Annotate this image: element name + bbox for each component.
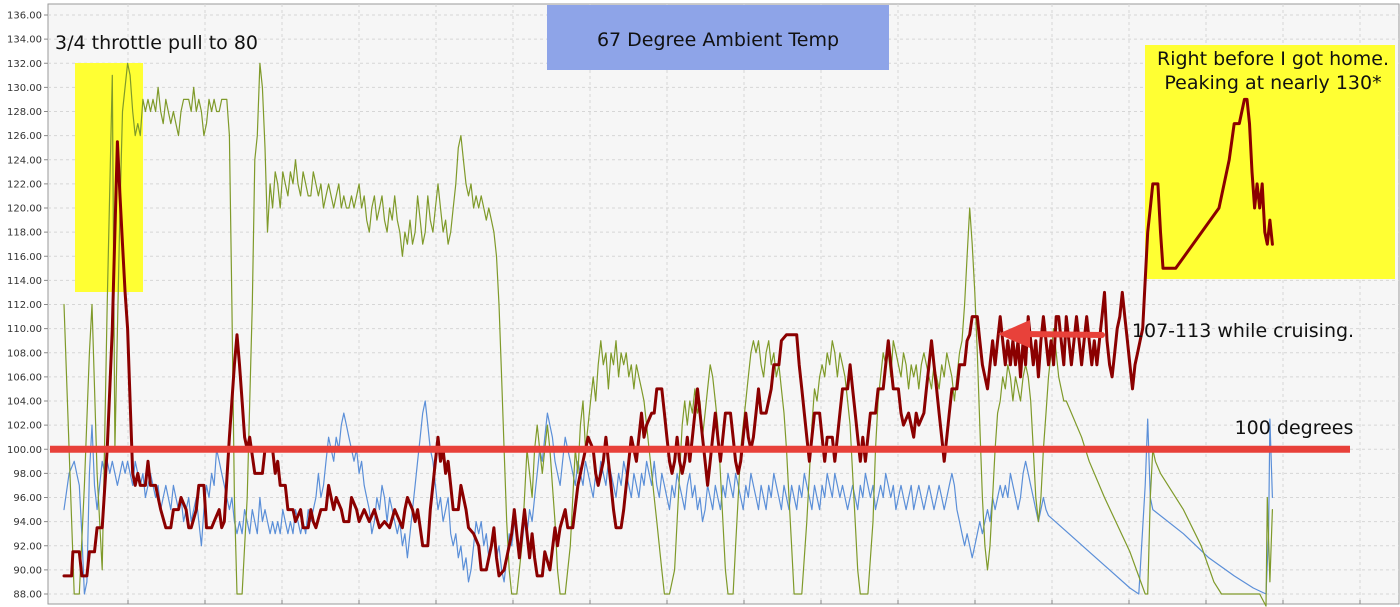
y-tick-label: 102.00 bbox=[7, 421, 42, 432]
overlay-layer bbox=[50, 320, 1350, 453]
annotation-ambient-temp: 67 Degree Ambient Temp bbox=[597, 29, 839, 51]
annotation-cruising: 107-113 while cruising. bbox=[1132, 320, 1354, 342]
grid bbox=[48, 4, 1399, 604]
annotation-peak-line-2: Peaking at nearly 130* bbox=[1164, 72, 1381, 94]
annotation-throttle-pull: 3/4 throttle pull to 80 bbox=[55, 32, 258, 54]
y-tick-label: 128.00 bbox=[7, 107, 42, 118]
y-tick-label: 114.00 bbox=[7, 276, 42, 287]
annotation-peak-line-1: Right before I got home. bbox=[1157, 48, 1389, 70]
highlight-peak-box bbox=[1145, 45, 1395, 279]
y-tick-label: 90.00 bbox=[13, 565, 42, 576]
y-tick-label: 100.00 bbox=[7, 445, 42, 456]
y-tick-label: 130.00 bbox=[7, 83, 42, 94]
series-line-2 bbox=[63, 62, 1274, 607]
y-tick-label: 132.00 bbox=[7, 59, 42, 70]
annotation-100-degrees: 100 degrees bbox=[1235, 417, 1354, 439]
y-tick-label: 110.00 bbox=[7, 324, 42, 335]
y-tick-label: 94.00 bbox=[13, 517, 42, 528]
y-tick-label: 124.00 bbox=[7, 155, 42, 166]
y-axis: 136.00 134.00 132.00 130.00 128.00 126.00 124.… bbox=[7, 11, 48, 601]
y-tick-label: 118.00 bbox=[7, 228, 42, 239]
y-tick-label: 106.00 bbox=[7, 372, 42, 383]
y-tick-label: 92.00 bbox=[13, 541, 42, 552]
y-tick-label: 120.00 bbox=[7, 204, 42, 215]
y-tick-label: 108.00 bbox=[7, 348, 42, 359]
y-tick-label: 98.00 bbox=[13, 469, 42, 480]
y-tick-label: 112.00 bbox=[7, 300, 42, 311]
ambient-temp-banner bbox=[547, 5, 889, 70]
arrow-shaft bbox=[1021, 331, 1105, 338]
highlight-throttle-box bbox=[75, 63, 143, 292]
y-tick-label: 116.00 bbox=[7, 252, 42, 263]
y-tick-label: 136.00 bbox=[7, 11, 42, 22]
y-tick-label: 134.00 bbox=[7, 35, 42, 46]
y-tick-label: 126.00 bbox=[7, 131, 42, 142]
y-tick-label: 96.00 bbox=[13, 493, 42, 504]
arrow-head bbox=[998, 320, 1030, 348]
y-tick-label: 104.00 bbox=[7, 397, 42, 408]
y-tick-label: 122.00 bbox=[7, 179, 42, 190]
y-tick-label: 88.00 bbox=[13, 590, 42, 601]
